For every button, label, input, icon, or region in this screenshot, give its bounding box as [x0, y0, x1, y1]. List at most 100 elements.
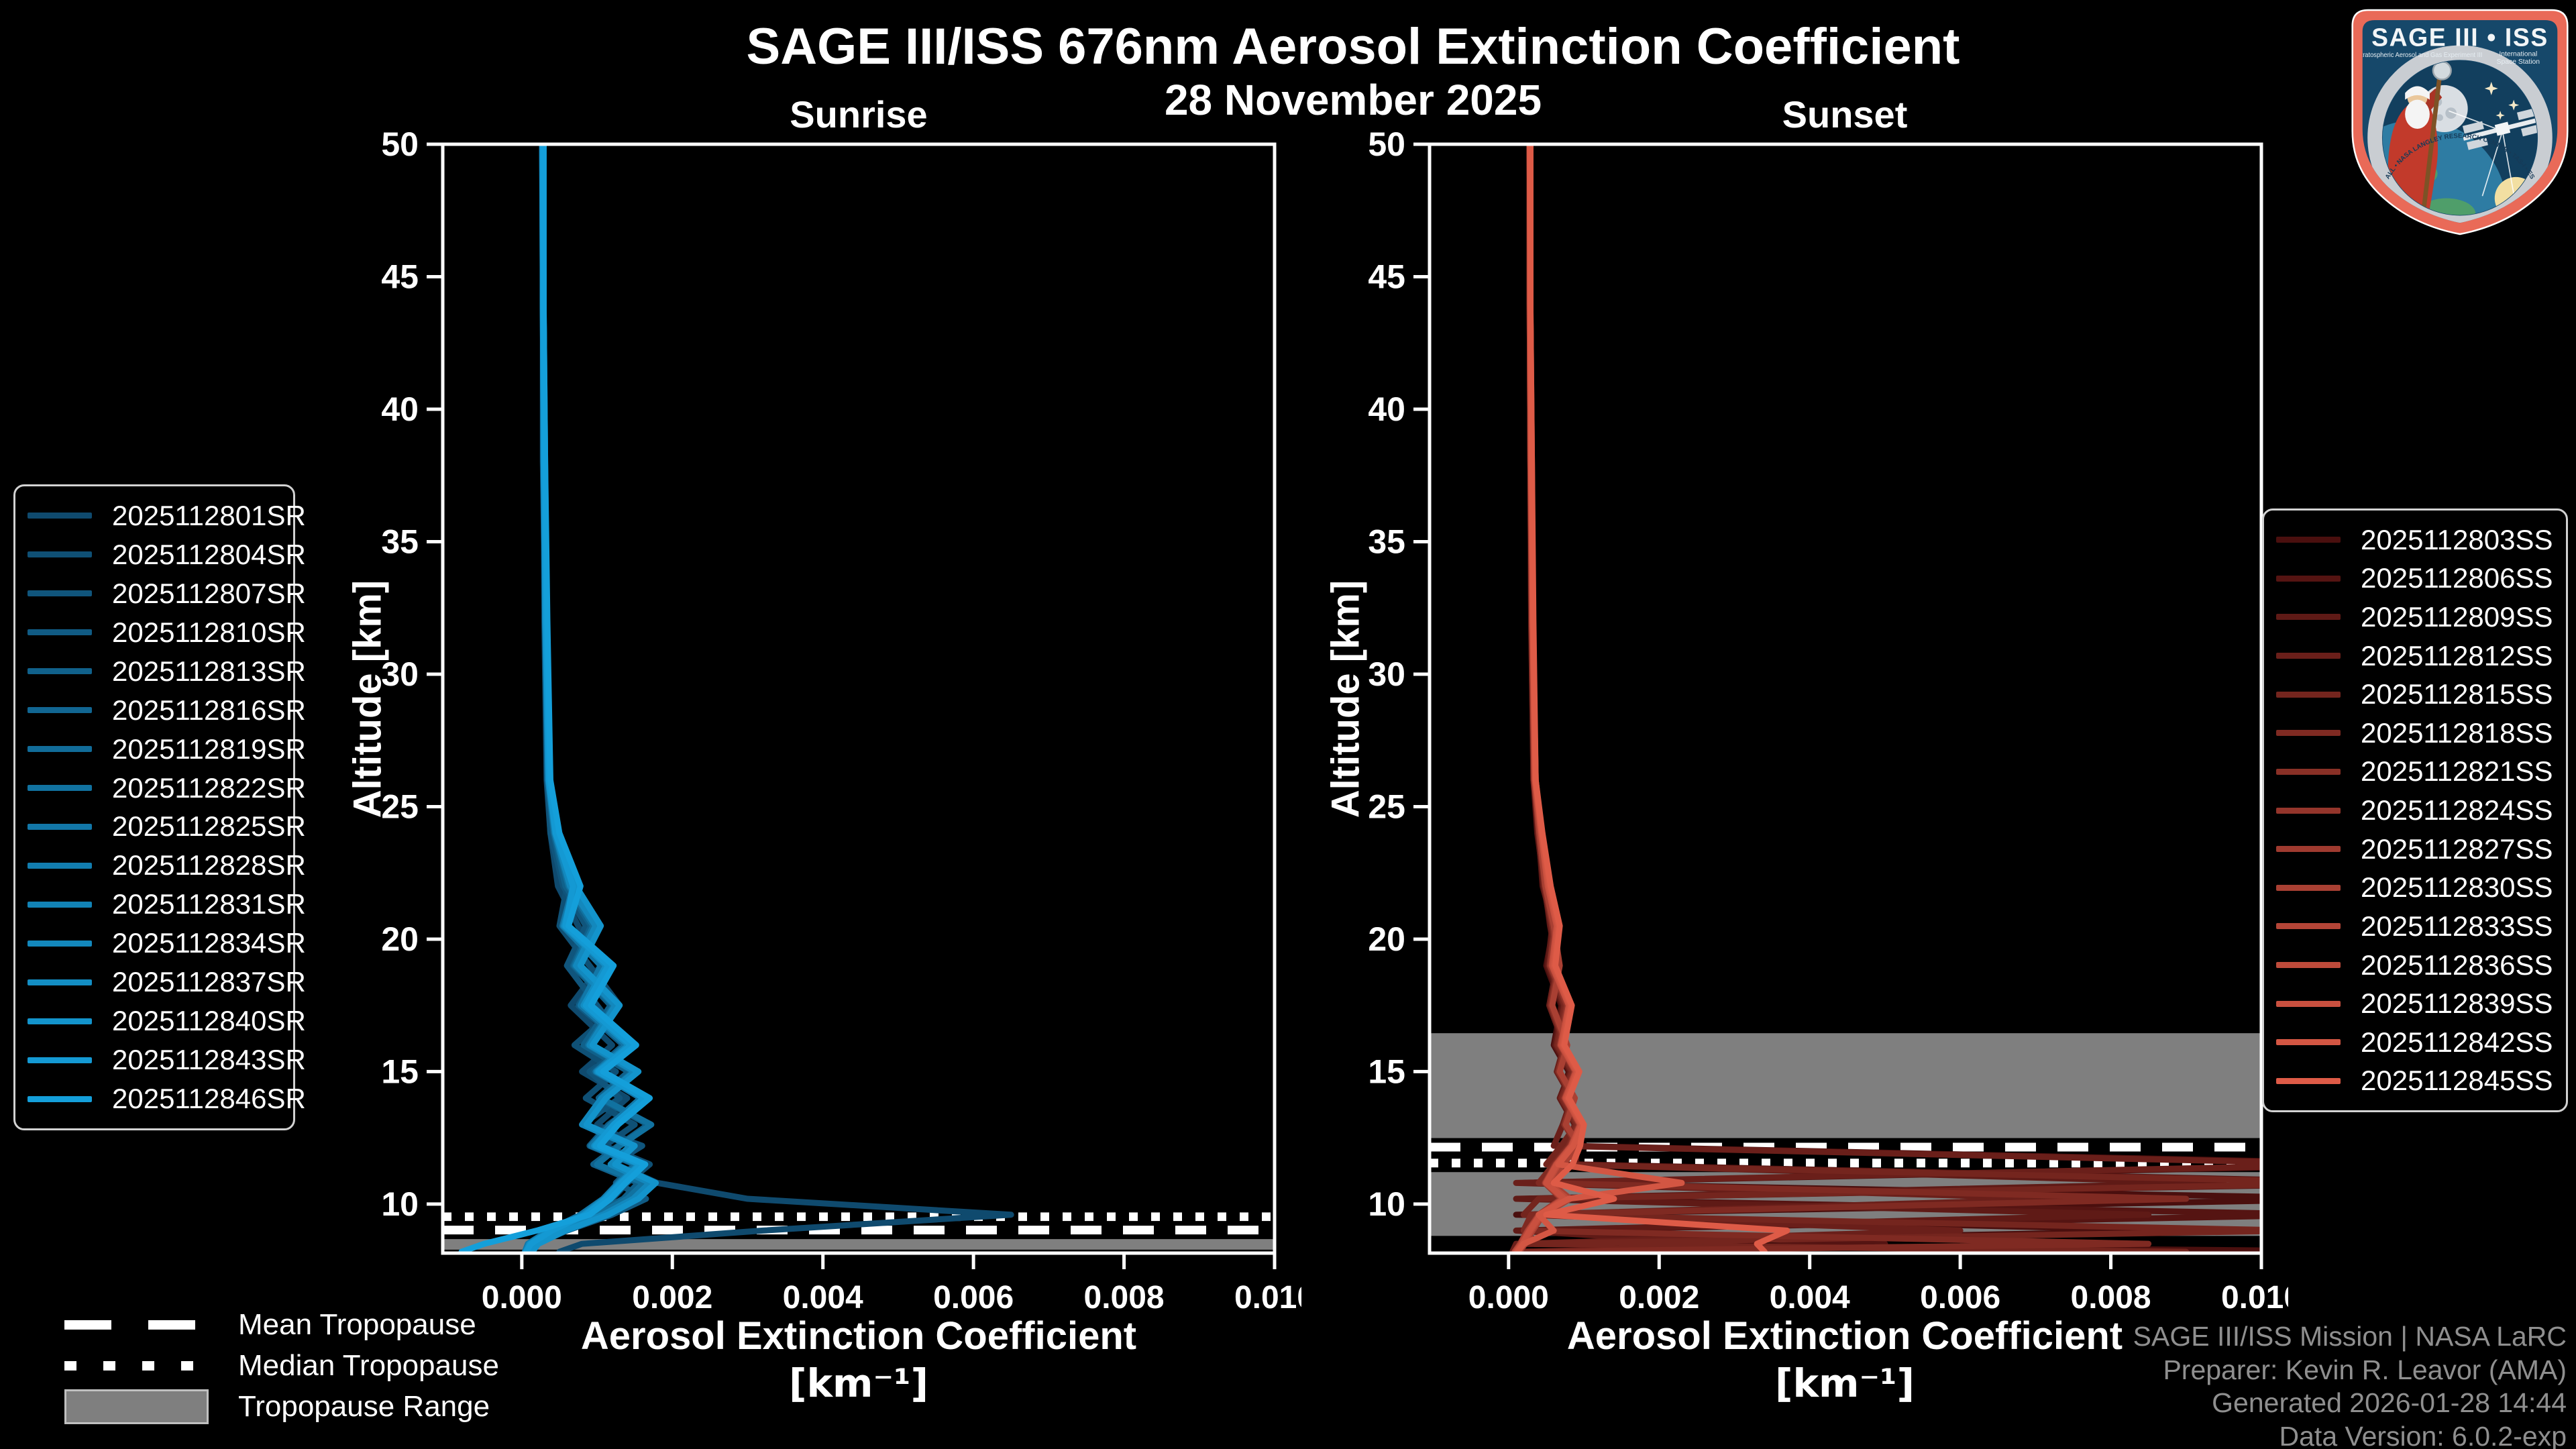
range-band-swatch	[64, 1389, 209, 1424]
legend-line-swatch	[28, 785, 92, 791]
sunset-x-axis-unit: [km⁻¹]	[1774, 1360, 1915, 1406]
legend-line-swatch	[2276, 846, 2341, 853]
footer-credits: SAGE III/ISS Mission | NASA LaRC Prepare…	[2133, 1320, 2567, 1449]
legend-item: 2025112818SS	[2276, 717, 2554, 749]
legend-line-swatch	[28, 1095, 92, 1102]
y-tick-label: 45	[381, 258, 419, 295]
mean-tropopause-legend-item: Mean Tropopause	[40, 1304, 499, 1345]
legend-item: 2025112819SR	[28, 733, 306, 765]
legend-line-swatch	[2276, 1039, 2341, 1046]
legend-line-swatch	[28, 629, 92, 636]
mean-tropopause-label: Mean Tropopause	[238, 1307, 476, 1341]
legend-item: 2025112812SS	[2276, 640, 2554, 672]
profile-line-2025112846SR	[458, 144, 653, 1253]
x-tick-label: 0.006	[1920, 1280, 2000, 1316]
sunset-chart-svg: 0.000 0.002 0.004 0.006 0.008 0.010 10 15 20 25 30…	[1368, 131, 2288, 1316]
footer-generated: Generated 2026-01-28 14:44	[2212, 1387, 2567, 1418]
x-tick-label: 0.006	[933, 1280, 1014, 1316]
legend-item: 2025112834SR	[28, 927, 306, 959]
patch-sightlines	[2449, 110, 2514, 197]
legend-item: 2025112846SR	[28, 1083, 306, 1115]
x-tick-label: 0.000	[1468, 1280, 1549, 1316]
legend-line-swatch	[28, 513, 92, 519]
legend-line-swatch	[28, 1018, 92, 1024]
legend-item-label: 2025112813SR	[112, 655, 306, 687]
x-tick-label: 0.004	[783, 1280, 863, 1316]
sunset-x-axis-label: Aerosol Extinction Coefficient	[1566, 1314, 2123, 1358]
patch-stars	[2484, 81, 2520, 120]
legend-item-label: 2025112819SR	[112, 733, 306, 765]
footer-preparer: Preparer: Kevin R. Leavor (AMA)	[2163, 1354, 2567, 1385]
y-tick-label: 50	[1368, 131, 1405, 163]
tropopause-range-label: Tropopause Range	[238, 1389, 490, 1423]
legend-line-swatch	[2276, 923, 2341, 930]
y-tick-label: 15	[381, 1053, 419, 1090]
footer-mission: SAGE III/ISS Mission | NASA LaRC	[2133, 1321, 2567, 1352]
legend-item: 2025112828SR	[28, 849, 306, 881]
legend-item-label: 2025112804SR	[112, 538, 306, 570]
legend-line-swatch	[28, 979, 92, 985]
x-tick-label: 0.010	[2221, 1280, 2288, 1316]
y-tick-label: 15	[1368, 1053, 1405, 1090]
legend-item-label: 2025112845SS	[2361, 1065, 2553, 1097]
legend-line-swatch	[2276, 962, 2341, 968]
legend-item: 2025112813SR	[28, 655, 306, 688]
legend-item-label: 2025112822SR	[112, 771, 306, 804]
x-tick-label: 0.002	[632, 1280, 712, 1316]
legend-line-swatch	[28, 590, 92, 597]
legend-item: 2025112840SR	[28, 1005, 306, 1037]
legend-item: 2025112804SR	[28, 539, 306, 571]
legend-item: 2025112821SS	[2276, 755, 2554, 788]
legend-item-label: 2025112836SS	[2361, 949, 2553, 981]
legend-item: 2025112815SS	[2276, 678, 2554, 710]
y-tick-label: 40	[381, 390, 419, 428]
x-tick-label: 0.004	[1770, 1280, 1850, 1316]
y-tick-label: 10	[381, 1185, 419, 1223]
page-title: SAGE III/ISS 676nm Aerosol Extinction Co…	[746, 18, 1960, 75]
legend-line-swatch	[2276, 730, 2341, 737]
legend-item: 2025112816SR	[28, 694, 306, 727]
legend-line-swatch	[2276, 691, 2341, 698]
patch-subtitle-left: Stratospheric Aerosol and Gas Experiment…	[2357, 52, 2482, 59]
legend-line-swatch	[2276, 575, 2341, 582]
x-tick-label: 0.010	[1234, 1280, 1301, 1316]
patch-subtitle-right-1: International	[2499, 50, 2537, 58]
legend-line-swatch	[28, 862, 92, 869]
sage-iss-mission-patch-logo: SAGE III • ISS Stratospheric Aerosol and…	[2351, 9, 2569, 235]
sunrise-legend: 2025112801SR 2025112804SR 2025112807SR 2025…	[13, 484, 306, 1130]
legend-item-label: 2025112831SR	[112, 888, 306, 920]
legend-line-swatch	[2276, 537, 2341, 543]
legend-item: 2025112827SS	[2276, 833, 2554, 865]
legend-item-label: 2025112827SS	[2361, 833, 2553, 865]
legend-line-swatch	[28, 1057, 92, 1063]
legend-item-label: 2025112815SS	[2361, 678, 2553, 710]
legend-item-label: 2025112806SS	[2361, 562, 2553, 594]
plot-border	[441, 142, 1277, 1255]
legend-item: 2025112830SS	[2276, 871, 2554, 904]
legend-line-swatch	[28, 707, 92, 714]
legend-line-swatch	[28, 901, 92, 908]
y-tick-label: 45	[1368, 258, 1405, 295]
y-tick-label: 35	[1368, 523, 1405, 560]
y-tick-label: 40	[1368, 390, 1405, 428]
tropopause-range-legend-item: Tropopause Range	[40, 1386, 499, 1427]
y-tick-label: 25	[1368, 788, 1405, 825]
legend-item-label: 2025112824SS	[2361, 794, 2553, 826]
legend-item: 2025112843SR	[28, 1044, 306, 1076]
legend-line-swatch	[28, 668, 92, 675]
legend-item-label: 2025112840SR	[112, 1005, 306, 1037]
legend-line-swatch	[28, 940, 92, 947]
legend-item-label: 2025112825SR	[112, 810, 306, 843]
legend-line-swatch	[2276, 653, 2341, 659]
legend-item: 2025112845SS	[2276, 1065, 2554, 1097]
sunrise-panel-title: Sunrise	[790, 93, 928, 136]
legend-item: 2025112831SR	[28, 888, 306, 920]
legend-line-swatch	[2276, 1000, 2341, 1007]
x-tick-label: 0.002	[1619, 1280, 1699, 1316]
tropopause-legend: Mean Tropopause Median Tropopause Tropop…	[40, 1304, 499, 1427]
legend-item-label: 2025112828SR	[112, 849, 306, 881]
legend-item: 2025112824SS	[2276, 794, 2554, 826]
legend-item: 2025112822SR	[28, 772, 306, 804]
footer-data-version: Data Version: 6.0.2-exp	[2279, 1420, 2567, 1449]
